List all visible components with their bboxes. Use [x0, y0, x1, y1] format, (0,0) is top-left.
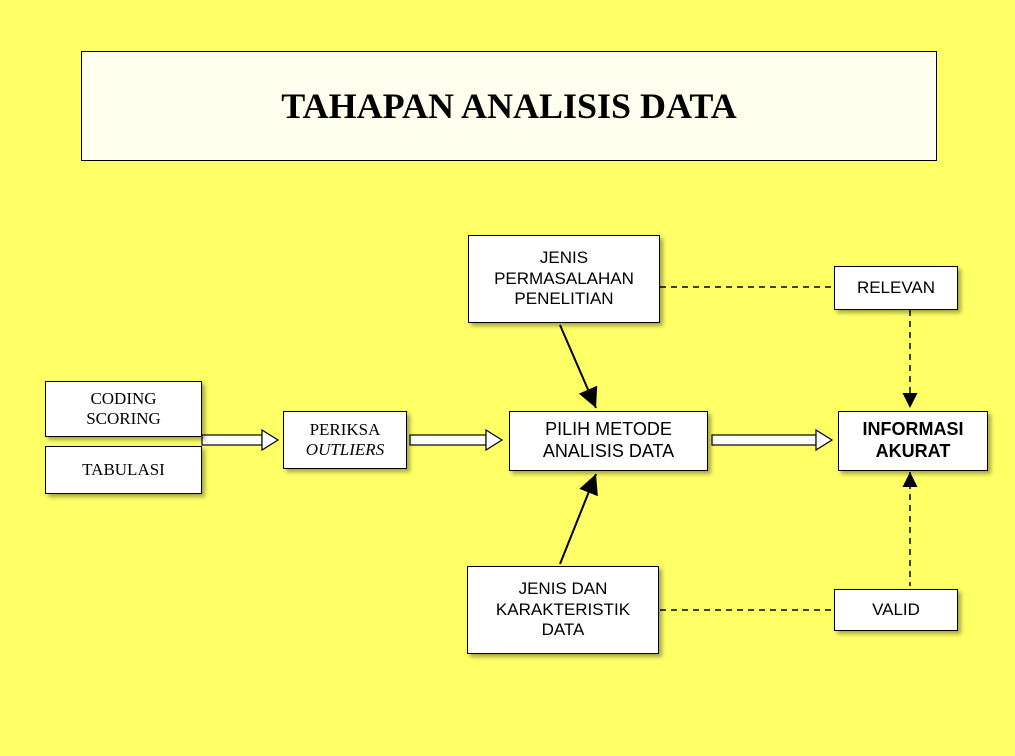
- node-pilih: PILIH METODEANALISIS DATA: [509, 411, 708, 471]
- node-tabulasi: TABULASI: [45, 446, 202, 494]
- diagram-canvas: TAHAPAN ANALISIS DATA JENISPERMASALAHANP…: [0, 0, 1015, 756]
- node-jenis_perm: JENISPERMASALAHANPENELITIAN: [468, 235, 660, 323]
- node-coding: CODINGSCORING: [45, 381, 202, 437]
- title-box: TAHAPAN ANALISIS DATA: [81, 51, 937, 161]
- title-text: TAHAPAN ANALISIS DATA: [281, 85, 736, 127]
- node-periksa: PERIKSAOUTLIERS: [283, 411, 407, 469]
- node-jenis_kar: JENIS DANKARAKTERISTIKDATA: [467, 566, 659, 654]
- node-valid: VALID: [834, 589, 958, 631]
- node-informasi: INFORMASIAKURAT: [838, 411, 988, 471]
- node-relevan: RELEVAN: [834, 266, 958, 310]
